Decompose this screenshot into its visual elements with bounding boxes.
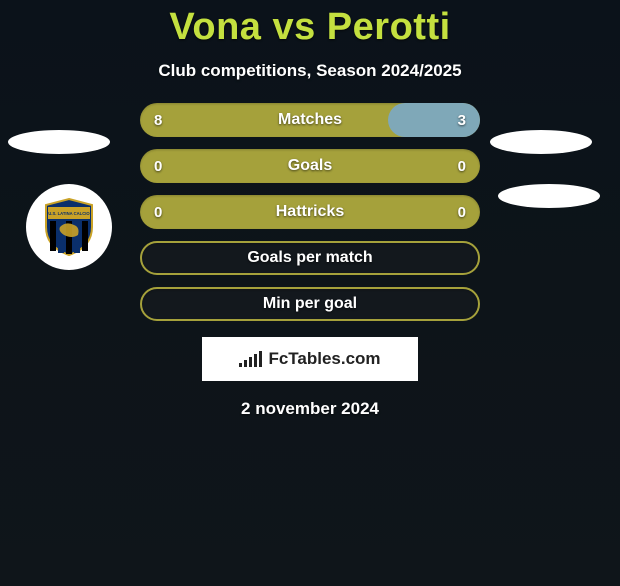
fctables-logo: FcTables.com	[202, 337, 418, 381]
stat-bar: Goals per match	[140, 241, 480, 275]
stat-bar: 0 Goals 0	[140, 149, 480, 183]
bar-label: Hattricks	[276, 203, 344, 221]
ellipse-shape	[490, 130, 592, 154]
fctables-text: FcTables.com	[268, 349, 380, 369]
subtitle: Club competitions, Season 2024/2025	[0, 61, 620, 81]
bar-left-value: 0	[154, 204, 162, 221]
bar-right-value: 0	[458, 204, 466, 221]
club-logo: U.S. LATINA CALCIO	[26, 184, 112, 270]
shield-icon: U.S. LATINA CALCIO	[42, 197, 96, 257]
ellipse-shape	[498, 184, 600, 208]
page-title: Vona vs Perotti	[0, 6, 620, 49]
bar-label: Min per goal	[263, 295, 357, 313]
bar-left-value: 8	[154, 112, 162, 129]
shield-text: U.S. LATINA CALCIO	[48, 211, 90, 216]
stat-bar: 0 Hattricks 0	[140, 195, 480, 229]
date-text: 2 november 2024	[0, 399, 620, 419]
bar-label: Goals per match	[247, 249, 372, 267]
bar-fill	[388, 103, 480, 137]
stat-bar: Min per goal	[140, 287, 480, 321]
bar-right-value: 0	[458, 158, 466, 175]
bar-label: Goals	[288, 157, 332, 175]
bar-label: Matches	[278, 111, 342, 129]
bars-icon	[239, 351, 262, 367]
bar-right-value: 3	[458, 112, 466, 129]
bar-left-value: 0	[154, 158, 162, 175]
stat-bar: 8 Matches 3	[140, 103, 480, 137]
ellipse-shape	[8, 130, 110, 154]
